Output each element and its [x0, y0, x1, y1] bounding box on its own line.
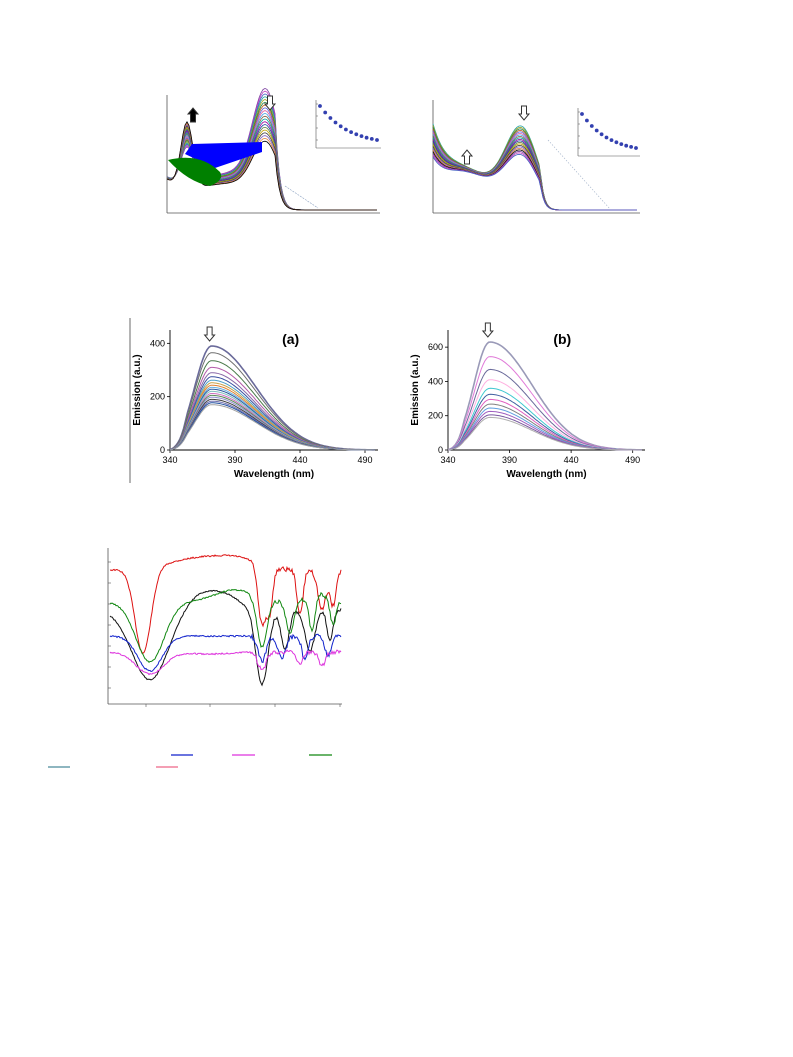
emission-a-y-tick-label: 0 — [160, 445, 165, 455]
ir-series-line — [109, 649, 342, 676]
uv2-up-arrow-shape — [460, 149, 474, 165]
emission-a-x-tick-label: 340 — [162, 455, 177, 465]
uv2-inset-point — [580, 112, 584, 116]
emission-b-panel-label: (b) — [553, 331, 571, 347]
emission-b-x-tick-label: 440 — [564, 455, 579, 465]
ir-series-line — [109, 554, 342, 654]
uv1-inset-point — [344, 127, 348, 132]
emission-b-y-tick-label: 600 — [428, 342, 443, 352]
uv1-inset-point — [349, 130, 353, 135]
emission-b-x-axis-label: Wavelength (nm) — [506, 469, 586, 480]
uv2-inset-point — [594, 128, 599, 133]
uv2-arrow-up-icon — [460, 149, 474, 165]
emission-b-y-axis-label: Emission (a.u.) — [410, 354, 421, 425]
uv1-down-arrow-shape — [263, 95, 277, 111]
uv2-inset-point — [624, 143, 629, 148]
uv2-inset-point — [629, 145, 633, 149]
ir-series-line — [109, 589, 342, 687]
ir-series-line — [109, 633, 342, 673]
uv1-inset-point — [359, 134, 364, 139]
uv2-inset-point — [585, 118, 589, 123]
uv1-up-arrow-shape — [186, 107, 200, 123]
emission-b-series-line — [447, 416, 642, 451]
uv2-inset-point — [604, 135, 609, 140]
uv1-dotted-trace — [284, 185, 319, 209]
uv2-spectrum-line — [432, 153, 637, 211]
uv2-spectrum-line — [432, 138, 637, 211]
uv1-inset — [315, 100, 381, 149]
uv1-inset-point — [354, 132, 359, 137]
emission-b-y-tick-label: 400 — [428, 376, 443, 386]
uv2-dotted-trace — [547, 139, 611, 210]
emission-a-panel-label: (a) — [282, 331, 299, 347]
emission-b-x-tick-label: 340 — [440, 455, 455, 465]
emission-a-down-arrow-icon — [203, 326, 216, 342]
emission-a-y-tick-label: 200 — [150, 392, 165, 402]
uv2-spectrum-line — [432, 137, 637, 211]
uv2-arrow-down-icon — [517, 105, 531, 121]
uv2-inset — [577, 108, 640, 157]
uv2-inset-point — [614, 140, 619, 145]
emission-a-x-tick-label: 490 — [357, 455, 372, 465]
uv2-spectra — [432, 123, 637, 211]
uv2-inset-point — [589, 124, 594, 128]
uv1-arrow-up-icon — [186, 107, 200, 123]
emission-chart-a: 340 390 440 490 0 200 400 Wavelength (nm) Emissi… — [132, 326, 378, 480]
emission-b-y-tick-label: 200 — [428, 411, 443, 421]
emission-chart-b: 340 390 440 490 0 200 400 600 Wavelength (nm) Emi… — [410, 322, 645, 480]
emission-a-y-axis-label: Emission (a.u.) — [132, 354, 143, 425]
uv1-arrow-down-icon — [263, 95, 277, 111]
emission-a-series-line — [169, 404, 375, 451]
uv2-inset-point — [609, 138, 614, 143]
legend-swatches — [48, 754, 332, 768]
emission-b-x-tick-label: 490 — [625, 455, 640, 465]
uv1-inset-point — [338, 124, 343, 129]
uv2-inset-point — [599, 132, 604, 137]
emission-a-y-tick-label: 400 — [150, 338, 165, 348]
emission-b-y-tick-label: 0 — [438, 445, 443, 455]
uv2-inset-point — [634, 146, 638, 150]
uv2-down-arrow-shape — [517, 105, 531, 121]
uv1-inset-point — [369, 137, 374, 141]
emission-a-x-tick-label: 440 — [292, 455, 307, 465]
uv1-inset-point — [328, 116, 333, 120]
emission-a-x-tick-label: 390 — [227, 455, 242, 465]
ir-figure — [107, 548, 342, 707]
emission-a-x-axis-label: Wavelength (nm) — [234, 469, 314, 480]
emission-b-down-arrow-icon — [481, 322, 494, 338]
uv-figure-2 — [432, 100, 640, 214]
uv1-inset-point — [375, 138, 379, 142]
emission-b-x-tick-label: 390 — [502, 455, 517, 465]
uv1-inset-point — [323, 110, 328, 115]
uv1-inset-point — [333, 120, 338, 125]
ir-series-line — [109, 588, 342, 664]
uv-figure-1 — [166, 87, 381, 214]
uv1-inset-point — [318, 104, 322, 108]
uv1-green-highlight — [168, 157, 222, 186]
uv2-inset-point — [619, 142, 624, 147]
uv1-inset-point — [364, 135, 369, 140]
